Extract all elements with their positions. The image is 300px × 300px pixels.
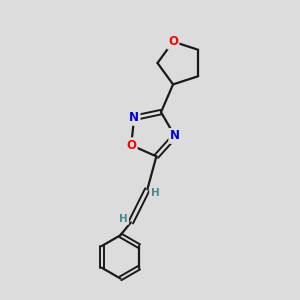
Text: N: N <box>129 111 139 124</box>
Text: O: O <box>168 35 178 48</box>
Text: H: H <box>151 188 159 198</box>
Text: N: N <box>170 129 180 142</box>
Text: H: H <box>119 214 128 224</box>
Text: O: O <box>126 139 136 152</box>
